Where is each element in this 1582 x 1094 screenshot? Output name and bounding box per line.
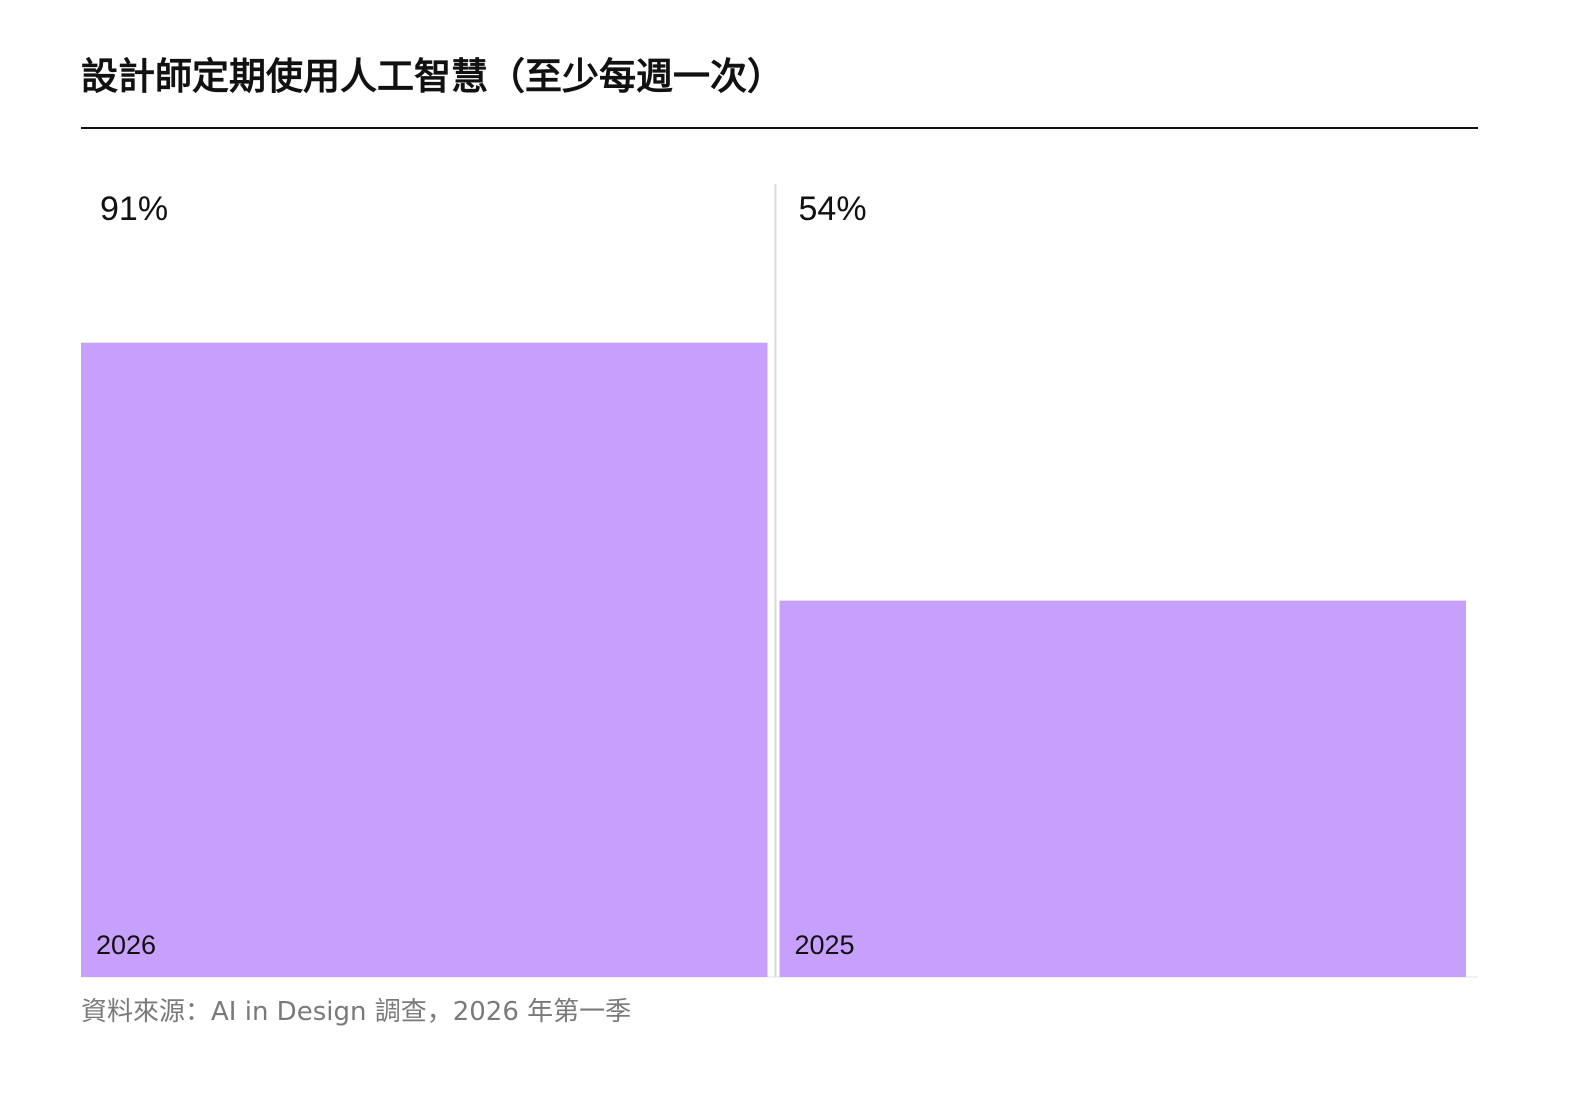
title-divider	[81, 127, 1478, 129]
bar-2025	[779, 600, 1466, 977]
value-label-2025: 54%	[799, 190, 867, 228]
category-label-2026: 2026	[96, 930, 156, 960]
bar-2026	[81, 342, 768, 977]
source-note: 資料來源：AI in Design 調查，2026 年第一季	[81, 997, 632, 1027]
category-label-2025: 2025	[795, 930, 855, 960]
value-label-2026: 91%	[100, 190, 168, 228]
bar-chart: 91% 2026 54% 2025	[81, 184, 1478, 978]
plot-area: 91% 2026 54% 2025	[81, 184, 1478, 978]
chart-title: 設計師定期使用人工智慧（至少每週一次）	[81, 55, 784, 98]
